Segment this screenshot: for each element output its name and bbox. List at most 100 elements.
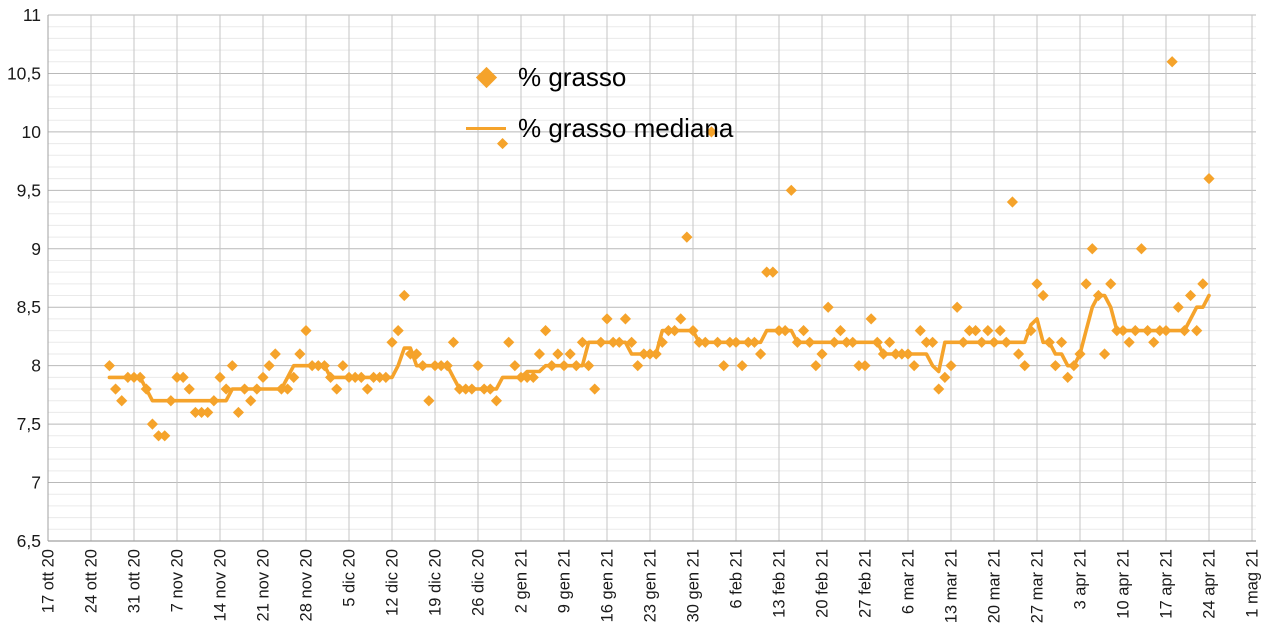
data-point [810, 360, 822, 372]
data-point [1191, 325, 1203, 337]
data-point [380, 371, 392, 383]
data-point [1025, 325, 1037, 337]
data-point [128, 371, 140, 383]
legend-marker-box [462, 66, 510, 89]
data-point [576, 336, 589, 348]
data-point [331, 383, 343, 395]
x-axis-label: 13 mar 21 [943, 549, 961, 623]
data-point [945, 360, 957, 372]
x-axis-label: 6 mar 21 [900, 549, 918, 614]
data-point [386, 336, 398, 348]
x-axis-label: 21 nov 20 [255, 549, 273, 621]
data-point [226, 360, 238, 372]
data-point [509, 360, 521, 372]
x-axis-label: 30 gen 21 [685, 549, 703, 622]
data-point [1092, 289, 1105, 302]
data-point [281, 383, 294, 395]
data-point [232, 406, 245, 419]
data-point [613, 336, 625, 348]
data-point [601, 313, 613, 325]
data-point [877, 348, 890, 360]
data-point [834, 325, 847, 337]
data-point [257, 371, 269, 383]
data-point [1154, 325, 1166, 337]
legend-marker-box [462, 126, 510, 131]
y-axis-label: 8,5 [17, 297, 41, 317]
data-point [552, 348, 564, 360]
data-point [711, 336, 724, 348]
data-point [300, 325, 312, 337]
data-point [1055, 336, 1068, 348]
legend: % grasso % grasso mediana [462, 52, 733, 154]
data-point [441, 360, 453, 372]
data-point [675, 313, 687, 325]
data-point [134, 371, 146, 383]
data-point [367, 371, 380, 383]
data-point [668, 325, 681, 337]
data-point [1141, 325, 1154, 337]
y-axis-label: 10 [22, 122, 42, 142]
data-point [693, 336, 705, 348]
x-axis-label: 7 nov 20 [169, 549, 187, 612]
data-point [533, 348, 546, 360]
x-axis-label: 17 apr 21 [1158, 549, 1176, 619]
x-axis-label: 12 dic 20 [384, 549, 402, 616]
data-point [822, 301, 834, 313]
x-axis-label: 10 apr 21 [1115, 549, 1133, 619]
data-point [767, 266, 779, 278]
data-point [171, 371, 183, 383]
data-point [1197, 278, 1209, 290]
data-point [361, 383, 374, 395]
data-points [103, 56, 1215, 442]
data-point [976, 336, 988, 348]
data-point [724, 336, 736, 348]
data-point [687, 325, 699, 337]
data-point [1178, 325, 1191, 337]
data-point [773, 325, 785, 337]
data-point [472, 360, 484, 372]
data-point [742, 336, 754, 348]
x-axis-label: 26 dic 20 [470, 549, 488, 616]
data-point [1166, 56, 1178, 68]
data-point [146, 418, 159, 430]
data-point [435, 360, 447, 372]
data-point [1111, 325, 1123, 337]
data-point [890, 348, 902, 360]
data-point [1135, 243, 1148, 255]
data-point [988, 336, 1000, 348]
data-point [865, 313, 877, 325]
data-point [791, 336, 804, 348]
data-point [699, 336, 711, 348]
data-point [957, 336, 969, 348]
legend-label-grasso: % grasso [518, 62, 627, 92]
data-point [994, 325, 1006, 337]
data-point [1019, 360, 1031, 372]
data-point [546, 360, 558, 372]
data-point [159, 430, 171, 442]
x-axis-label: 5 dic 20 [341, 549, 359, 607]
data-point [496, 137, 509, 150]
data-point [969, 325, 982, 337]
data-point [245, 395, 257, 407]
data-point [779, 325, 791, 337]
data-point [355, 371, 367, 383]
data-point [275, 383, 288, 395]
median-line [107, 293, 1211, 403]
legend-item-grasso: % grasso [462, 52, 733, 103]
y-axis-label: 8 [31, 356, 41, 376]
x-axis-label: 20 mar 21 [986, 549, 1004, 623]
data-point [220, 383, 232, 395]
data-point [423, 395, 435, 407]
legend-item-mediana: % grasso mediana [462, 103, 733, 154]
data-point [478, 383, 490, 395]
x-axis-label: 24 apr 21 [1201, 549, 1219, 619]
data-point [982, 325, 994, 337]
data-point [294, 348, 306, 360]
data-point [816, 348, 828, 360]
data-point [1068, 360, 1080, 372]
data-point [288, 371, 300, 383]
data-point [251, 383, 263, 395]
data-point [152, 430, 165, 442]
axes [47, 15, 1256, 542]
